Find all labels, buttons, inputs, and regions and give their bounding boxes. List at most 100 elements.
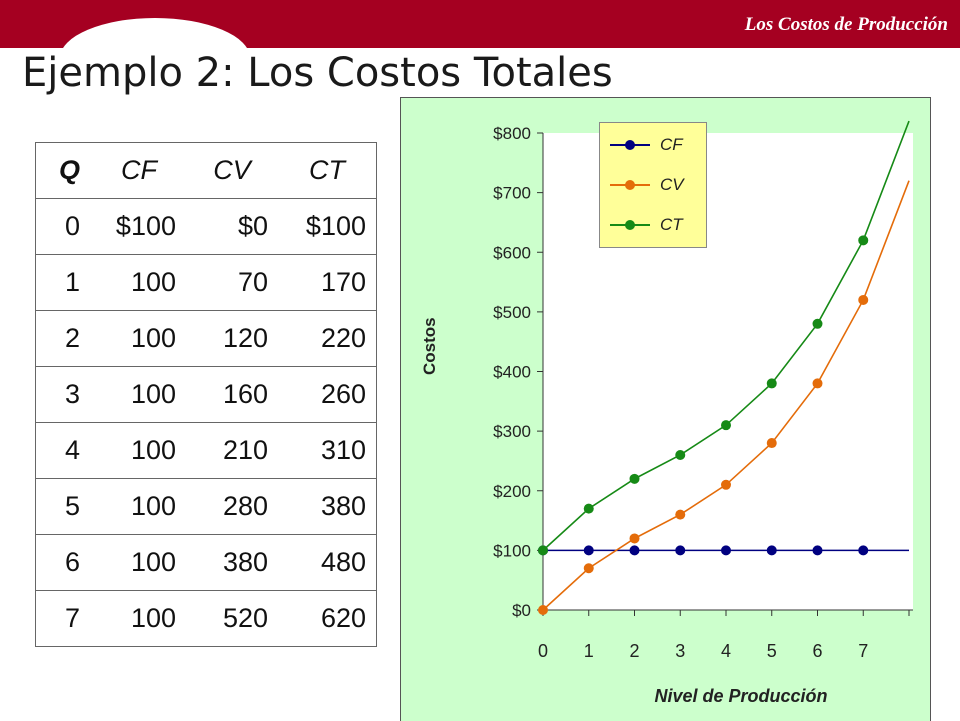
chart-legend: CF CV CT [599, 122, 707, 248]
cell-ct: 620 [278, 590, 377, 647]
legend-item-cf: CF [610, 135, 702, 155]
top-banner: Los Costos de Producción [0, 0, 960, 48]
x-tick-label: 3 [675, 641, 685, 661]
data-point-cf [858, 545, 869, 556]
legend-marker-cv [625, 180, 635, 190]
y-tick-label: $100 [493, 541, 531, 560]
cell-ct: $100 [278, 198, 377, 255]
cell-q: 6 [35, 534, 92, 591]
table-row: 2 100 120 220 [35, 310, 377, 367]
cell-q: 5 [35, 478, 92, 535]
data-point-cf [629, 545, 640, 556]
x-tick-label: 1 [584, 641, 594, 661]
table-row: 6 100 380 480 [35, 534, 377, 591]
data-point-ct [583, 503, 594, 514]
cell-cv: 160 [186, 366, 278, 423]
cell-q: 2 [35, 310, 92, 367]
x-tick-label: 0 [538, 641, 548, 661]
cell-cv: 380 [186, 534, 278, 591]
data-point-ct [858, 235, 869, 246]
y-tick-label: $0 [512, 601, 531, 620]
cell-q: 4 [35, 422, 92, 479]
y-tick-label: $300 [493, 422, 531, 441]
cost-chart: $0 $100 $200 $300 $400 $500 $600 $700 $800 0 1 2 3 4 5… [493, 120, 913, 661]
cell-ct: 310 [278, 422, 377, 479]
data-point-cv [675, 509, 686, 520]
x-tick-label: 6 [812, 641, 822, 661]
data-point-cf [812, 545, 823, 556]
data-point-cv [538, 605, 548, 615]
section-label: Los Costos de Producción [744, 14, 948, 35]
cell-ct: 480 [278, 534, 377, 591]
data-point-cf [675, 545, 686, 556]
header-ct: CT [278, 142, 377, 199]
cell-cv: 280 [186, 478, 278, 535]
cell-ct: 170 [278, 254, 377, 311]
data-point-ct [812, 318, 823, 329]
legend-marker-cf [625, 140, 635, 150]
x-tick-label: 5 [767, 641, 777, 661]
data-point-cv [721, 479, 731, 490]
data-point-cv [812, 378, 823, 389]
data-point-cf [721, 545, 731, 556]
header-cf: CF [92, 142, 186, 199]
table-row: 7 100 520 620 [35, 590, 377, 647]
data-point-ct [675, 449, 686, 460]
x-tick-label: 4 [721, 641, 731, 661]
data-point-ct [538, 545, 548, 556]
y-tick-label: $800 [493, 124, 531, 143]
y-tick-label: $500 [493, 303, 531, 322]
cell-cf: 100 [92, 422, 186, 479]
legend-label-cv: CV [660, 175, 684, 194]
cell-cf: 100 [92, 478, 186, 535]
data-point-cv [583, 563, 594, 574]
banner-arc [60, 18, 250, 48]
legend-marker-ct [625, 220, 635, 230]
slide-title: Ejemplo 2: Los Costos Totales [22, 50, 613, 96]
cell-q: 7 [35, 590, 92, 647]
chart-panel: $0 $100 $200 $300 $400 $500 $600 $700 $800 0 1 2 3 4 5… [400, 97, 931, 721]
legend-label-cf: CF [660, 135, 683, 154]
table-row: 4 100 210 310 [35, 422, 377, 479]
cell-cv: 520 [186, 590, 278, 647]
y-tick-label: $200 [493, 482, 531, 501]
table-row: 3 100 160 260 [35, 366, 377, 423]
x-tick-label: 2 [629, 641, 639, 661]
data-point-cv [766, 438, 777, 449]
x-axis-label: Nivel de Producción [654, 686, 828, 706]
cell-cf: 100 [92, 590, 186, 647]
legend-label-ct: CT [660, 215, 683, 234]
table-header-row: Q CF CV CT [35, 142, 377, 199]
table-row: 5 100 280 380 [35, 478, 377, 535]
table-row: 1 100 70 170 [35, 254, 377, 311]
header-cv: CV [186, 142, 278, 199]
cell-cv: 70 [186, 254, 278, 311]
data-point-cf [766, 545, 777, 556]
cell-cv: 120 [186, 310, 278, 367]
cell-cv: $0 [186, 198, 278, 255]
data-point-ct [766, 378, 777, 389]
cell-cf: 100 [92, 254, 186, 311]
cell-q: 3 [35, 366, 92, 423]
cell-cf: 100 [92, 366, 186, 423]
data-point-cf [583, 545, 594, 556]
cost-table: Q CF CV CT 0 $100 $0 $100 1 100 70 170 2… [35, 142, 377, 647]
data-point-cv [629, 533, 640, 544]
cell-ct: 380 [278, 478, 377, 535]
y-tick-label: $600 [493, 243, 531, 262]
y-tick-label: $700 [493, 184, 531, 203]
cell-ct: 260 [278, 366, 377, 423]
cell-cf: 100 [92, 310, 186, 367]
legend-item-ct: CT [610, 215, 702, 235]
y-axis-label: Costos [420, 317, 439, 375]
y-tick-label: $400 [493, 363, 531, 382]
data-point-ct [721, 420, 731, 431]
cell-ct: 220 [278, 310, 377, 367]
table-row: 0 $100 $0 $100 [35, 198, 377, 255]
data-point-ct [629, 473, 640, 484]
cell-q: 0 [35, 198, 92, 255]
cell-cf: $100 [92, 198, 186, 255]
legend-item-cv: CV [610, 175, 702, 195]
cell-q: 1 [35, 254, 92, 311]
x-tick-label: 7 [858, 641, 868, 661]
